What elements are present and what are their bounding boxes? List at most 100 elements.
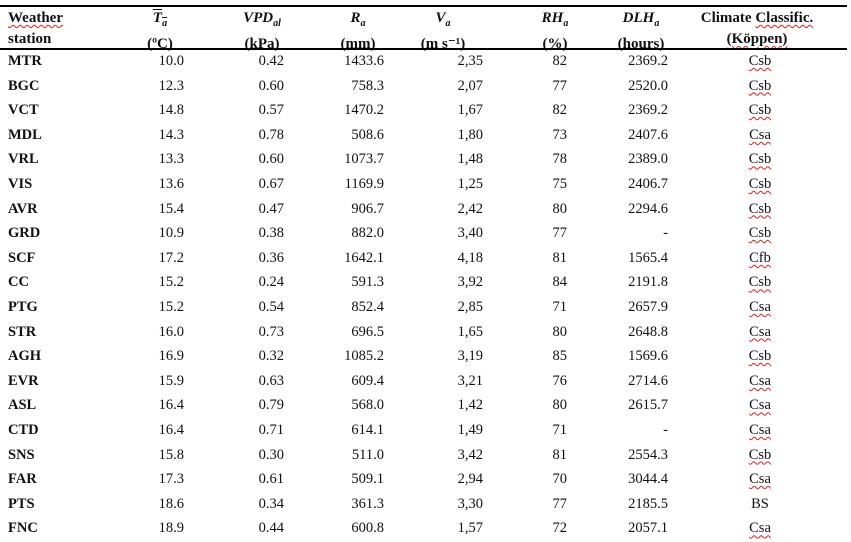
cell-station: VCT [8,102,39,119]
table-row: CC 15.2 0.24 591.3 3,92 84 2191.8 Csb [0,274,851,296]
cell-station: MTR [8,53,42,69]
cell-humidity: 77 [552,225,568,242]
cell-rainfall: 614.1 [351,422,384,438]
cell-rainfall: 509.1 [351,471,384,488]
cell-climate-class: Csb [748,348,772,365]
cell-daylight-hours: 2406.7 [628,176,668,192]
header-dlh-symbol: DLHa [622,10,660,29]
cell-vpd: 0.67 [258,176,284,192]
table-row: GRD 10.9 0.38 882.0 3,40 77 - Csb [0,225,851,247]
table-row: BGC 12.3 0.60 758.3 2,07 77 2520.0 Csb [0,78,851,100]
cell-station: PTG [8,299,38,315]
cell-wind-speed: 2,07 [457,77,483,94]
cell-station: CTD [8,422,39,438]
cell-rainfall: 508.6 [351,126,384,143]
cell-rainfall: 696.5 [351,323,384,340]
cell-wind-speed: 3,21 [457,372,483,389]
cell-daylight-hours: 2389.0 [628,151,668,168]
header-wind-symbol: Va [435,10,451,29]
cell-daylight-hours: 2554.3 [628,446,668,463]
cell-wind-speed: 1,48 [457,151,483,168]
cell-temperature: 16.9 [158,348,184,365]
header-station-line2: station [8,31,52,47]
cell-rainfall: 1085.2 [344,348,384,365]
cell-daylight-hours: - [663,422,668,438]
table-row: VIS 13.6 0.67 1169.9 1,25 75 2406.7 Csb [0,176,851,198]
cell-temperature: 17.2 [158,249,184,266]
table-row: FNC 18.9 0.44 600.8 1,57 72 2057.1 Csa [0,520,851,542]
cell-temperature: 17.3 [158,471,184,488]
cell-temperature: 18.9 [158,520,184,537]
cell-temperature: 18.6 [158,495,184,512]
cell-station: CC [8,274,29,291]
cell-vpd: 0.73 [258,323,284,340]
cell-vpd: 0.47 [258,200,284,217]
cell-climate-class: Csa [749,126,771,143]
cell-vpd: 0.32 [258,348,284,365]
table-row: AVR 15.4 0.47 906.7 2,42 80 2294.6 Csb [0,201,851,223]
cell-rainfall: 852.4 [351,299,384,315]
cell-rainfall: 511.0 [351,446,384,463]
table-row: VCT 14.8 0.57 1470.2 1,67 82 2369.2 Csb [0,102,851,124]
cell-station: AGH [8,348,42,365]
cell-rainfall: 882.0 [351,225,384,242]
cell-humidity: 80 [552,200,568,217]
cell-vpd: 0.38 [258,225,284,242]
cell-wind-speed: 3,42 [457,446,483,463]
cell-temperature: 14.3 [158,126,184,143]
header-bottom-rule [0,48,847,50]
table-row: FAR 17.3 0.61 509.1 2,94 70 3044.4 Csa [0,471,851,493]
cell-rainfall: 1470.2 [344,102,384,119]
cell-station: FAR [8,471,37,488]
cell-rainfall: 1169.9 [344,176,384,192]
table-row: PTS 18.6 0.34 361.3 3,30 77 2185.5 BS [0,496,851,518]
cell-temperature: 10.0 [158,53,184,69]
cell-climate-class: Csa [749,299,771,315]
cell-temperature: 16.4 [158,422,184,438]
table-row: SCF 17.2 0.36 1642.1 4,18 81 1565.4 Cfb [0,250,851,272]
cell-daylight-hours: 2191.8 [628,274,668,291]
cell-temperature: 14.8 [158,102,184,119]
cell-humidity: 76 [552,372,568,389]
cell-climate-class: Csa [749,397,771,414]
cell-humidity: 82 [552,53,568,69]
cell-rainfall: 568.0 [351,397,384,414]
cell-station: VRL [8,151,39,168]
cell-daylight-hours: 2657.9 [628,299,668,315]
table-row: ASL 16.4 0.79 568.0 1,42 80 2615.7 Csa [0,397,851,419]
header-station: Weather station [8,8,63,50]
cell-climate-class: Csa [749,471,771,488]
cell-wind-speed: 1,80 [457,126,483,143]
cell-climate-class: Csb [748,151,772,168]
cell-climate-class: BS [751,495,769,512]
cell-wind-speed: 1,67 [457,102,483,119]
cell-station: BGC [8,77,40,94]
cell-temperature: 15.4 [158,200,184,217]
cell-rainfall: 600.8 [351,520,384,537]
table-row: MTR 10.0 0.42 1433.6 2,35 82 2369.2 Csb [0,53,851,75]
header-humidity-symbol: RHa [541,10,569,29]
header-temperature-symbol: Ta [152,10,168,29]
header-climate-line2: (Köppen) [726,31,788,47]
cell-station: SNS [8,446,35,463]
cell-vpd: 0.60 [258,151,284,168]
cell-rainfall: 591.3 [351,274,384,291]
cell-climate-class: Csb [748,274,772,291]
cell-vpd: 0.78 [258,126,284,143]
header-rainfall-symbol: Ra [350,10,366,29]
cell-rainfall: 609.4 [351,372,384,389]
cell-temperature: 15.2 [158,299,184,315]
cell-temperature: 16.4 [158,397,184,414]
cell-humidity: 71 [552,422,568,438]
cell-vpd: 0.60 [258,77,284,94]
cell-wind-speed: 4,18 [457,249,483,266]
cell-daylight-hours: 2520.0 [628,77,668,94]
cell-climate-class: Csa [749,520,771,537]
cell-daylight-hours: 2057.1 [628,520,668,537]
header-vpd-symbol: VPDal [243,10,281,29]
cell-daylight-hours: - [663,225,668,242]
cell-wind-speed: 1,42 [457,397,483,414]
cell-climate-class: Csb [748,225,772,242]
cell-wind-speed: 1,49 [457,422,483,438]
cell-wind-speed: 1,25 [457,176,483,192]
